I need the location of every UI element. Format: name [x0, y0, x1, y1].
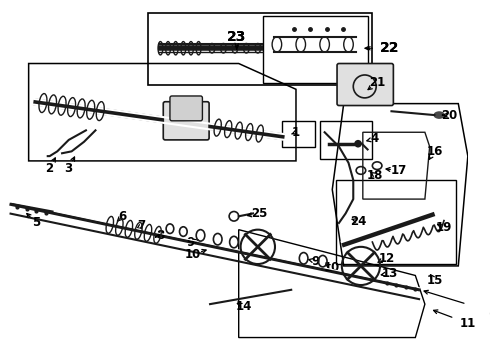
Text: 6: 6 — [118, 210, 126, 223]
FancyBboxPatch shape — [337, 63, 393, 105]
Text: 5: 5 — [32, 216, 40, 229]
Text: 14: 14 — [235, 300, 252, 312]
Text: 10: 10 — [324, 261, 341, 274]
Text: 13: 13 — [381, 267, 398, 280]
Text: 22: 22 — [380, 41, 399, 55]
Text: 9: 9 — [187, 235, 195, 248]
Text: 17: 17 — [391, 164, 407, 177]
Text: 2: 2 — [46, 162, 54, 175]
Text: 9: 9 — [311, 255, 319, 267]
FancyBboxPatch shape — [163, 102, 209, 140]
Text: 7: 7 — [137, 219, 146, 232]
Text: 16: 16 — [426, 145, 442, 158]
FancyBboxPatch shape — [170, 96, 202, 121]
Ellipse shape — [354, 140, 362, 148]
Text: 18: 18 — [367, 169, 383, 182]
Text: 23: 23 — [227, 30, 246, 44]
Text: 25: 25 — [251, 207, 268, 220]
Text: 5: 5 — [488, 305, 490, 318]
Text: 23: 23 — [227, 30, 246, 44]
Text: 21: 21 — [369, 76, 385, 89]
Text: 10: 10 — [185, 248, 201, 261]
Text: 11: 11 — [460, 317, 476, 330]
Text: 4: 4 — [370, 132, 378, 145]
Text: 22: 22 — [380, 41, 399, 55]
Text: 1: 1 — [292, 126, 300, 139]
Text: 8: 8 — [156, 229, 165, 242]
Text: 19: 19 — [436, 221, 452, 234]
Text: 3: 3 — [65, 162, 73, 175]
Ellipse shape — [434, 111, 445, 119]
Text: 12: 12 — [379, 252, 395, 265]
Text: 24: 24 — [350, 215, 366, 228]
Text: 20: 20 — [441, 109, 457, 122]
Text: 15: 15 — [426, 274, 442, 287]
